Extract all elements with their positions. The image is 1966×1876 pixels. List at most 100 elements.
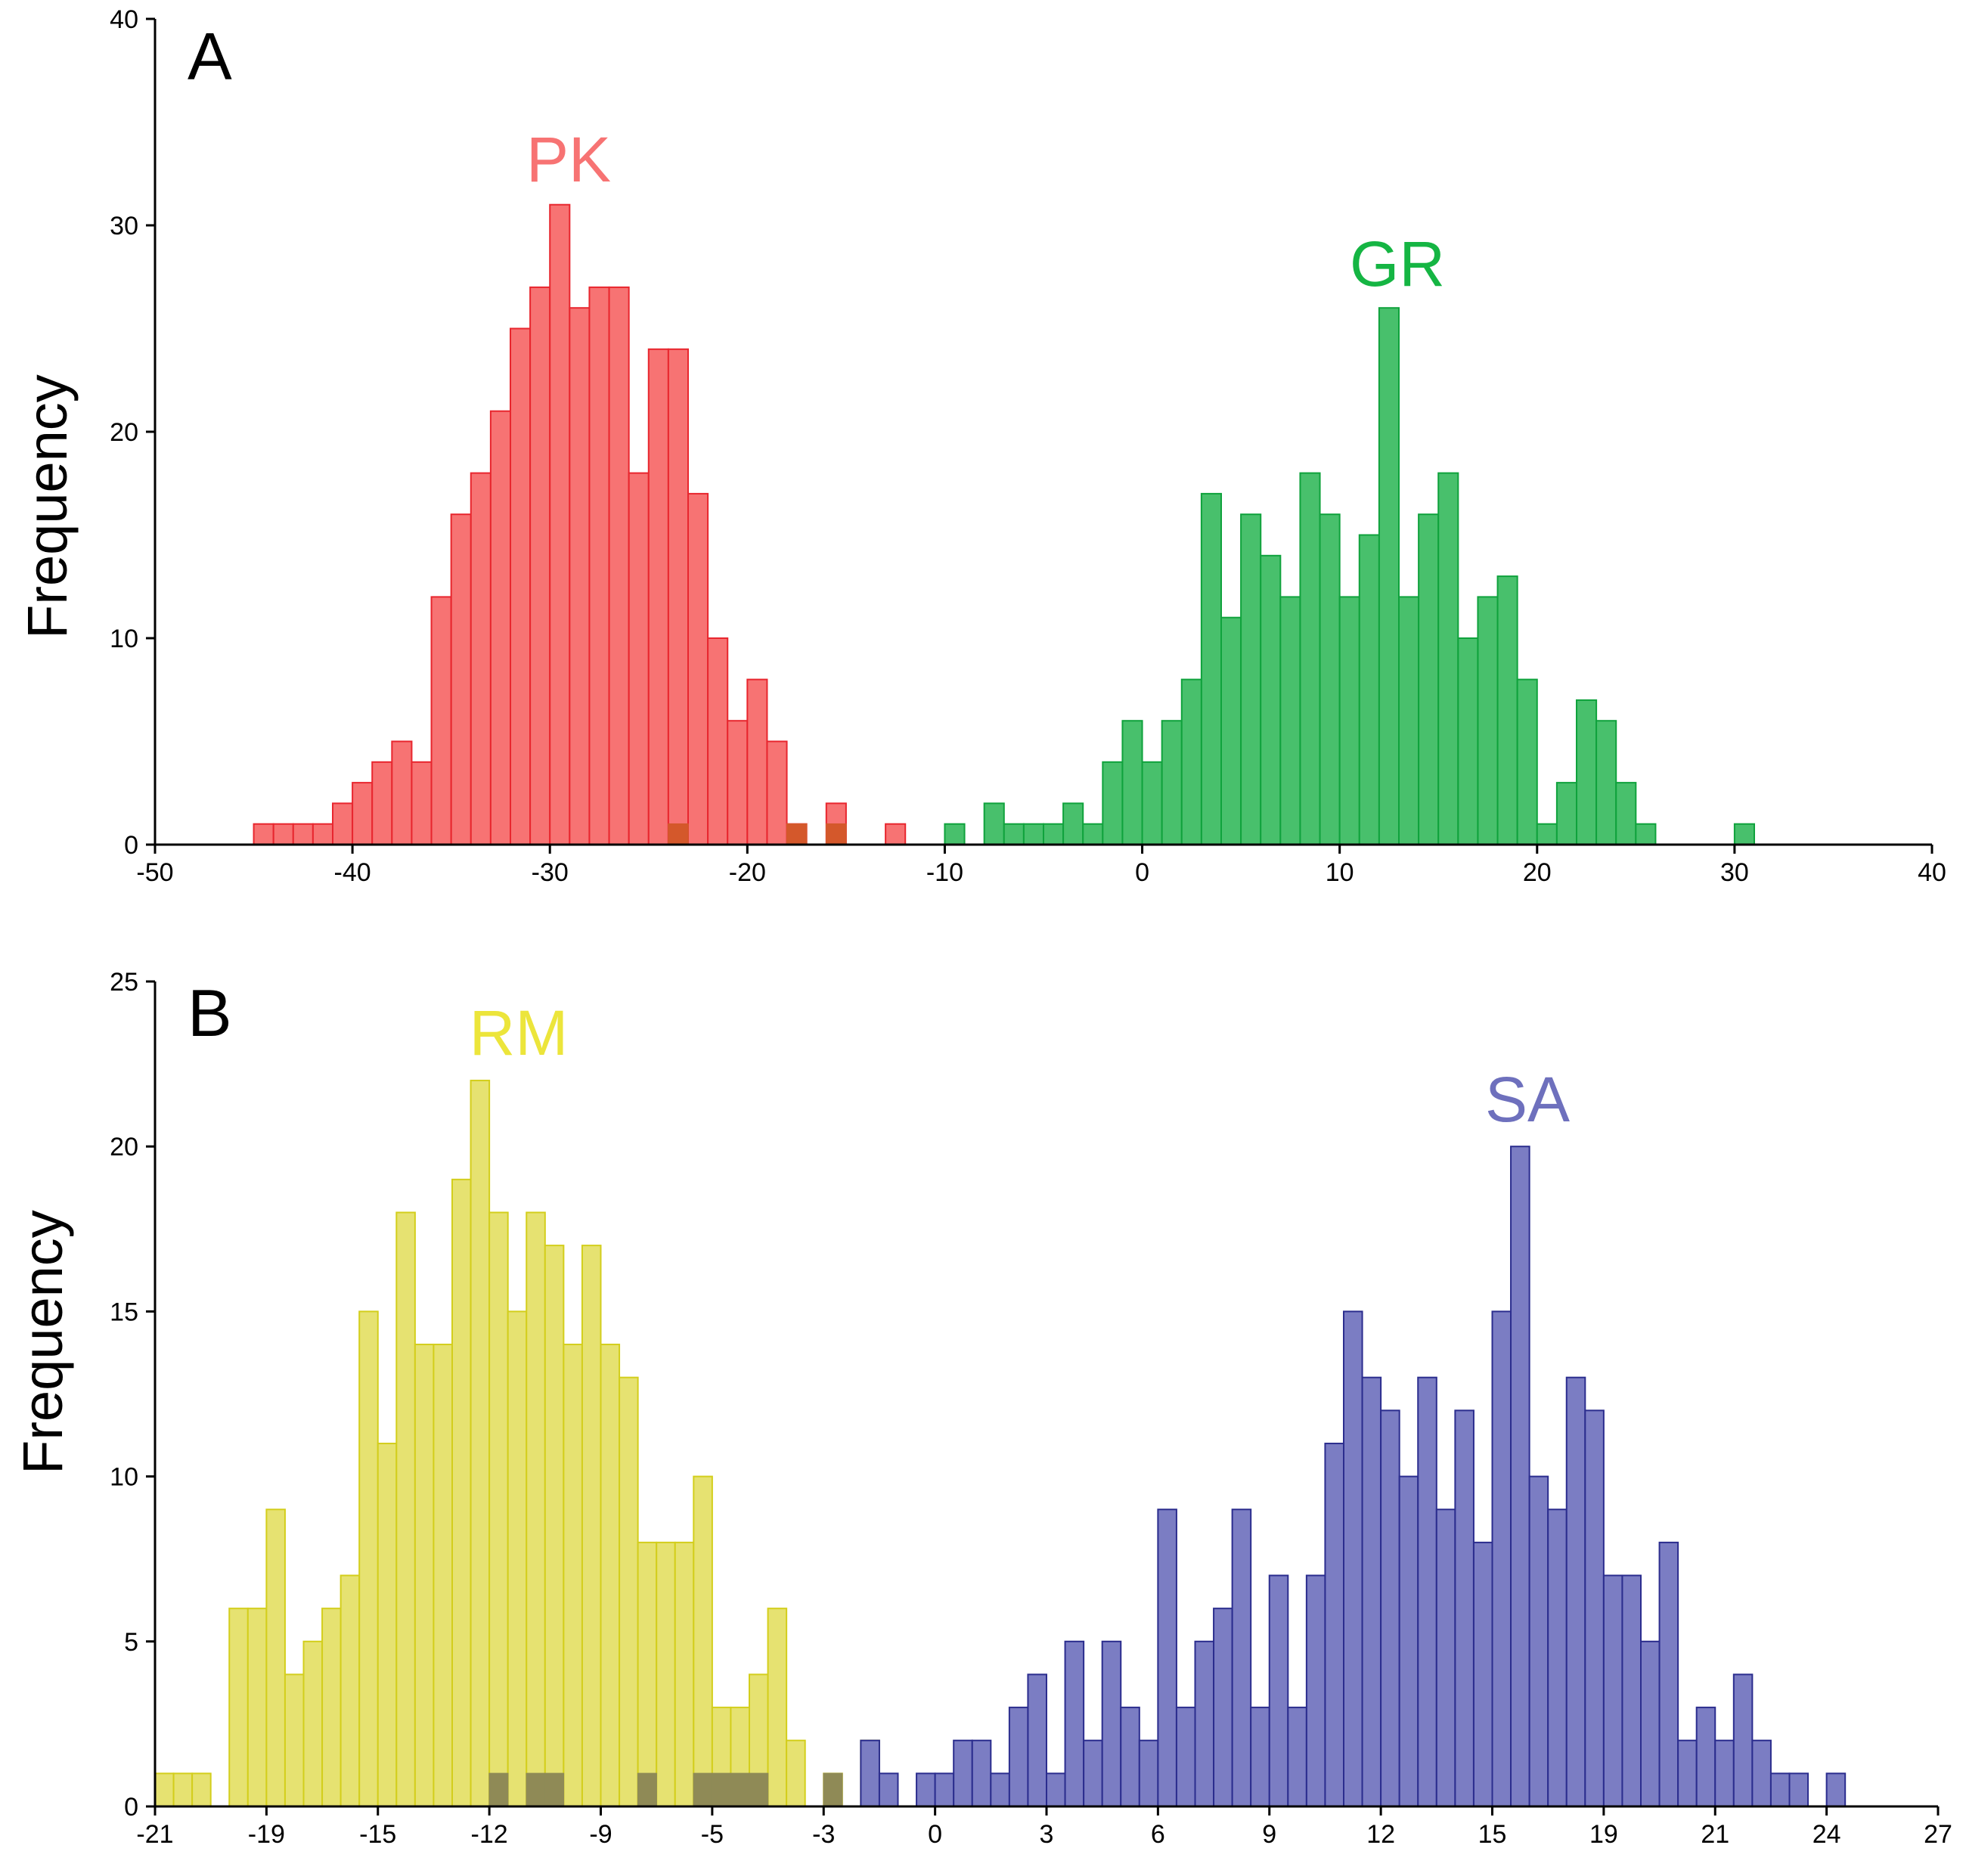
gr-bar — [1418, 513, 1440, 845]
rm-bar — [544, 1245, 565, 1807]
panel-b-letter: B — [188, 975, 232, 1050]
sa-bar — [1788, 1772, 1809, 1808]
pk-bar — [707, 637, 729, 845]
pk-bar — [628, 472, 650, 845]
gr-bar — [1299, 472, 1321, 845]
panel-a-bars — [253, 203, 1756, 846]
gr-bar — [983, 802, 1005, 846]
x-tick-label: 24 — [1813, 1820, 1841, 1849]
gr-bar — [1555, 782, 1578, 845]
sa-bar — [1101, 1640, 1122, 1808]
pk-bar — [647, 348, 669, 845]
x-tick-label: 3 — [1040, 1820, 1054, 1849]
overlap-bar — [786, 823, 808, 845]
rm-bar — [767, 1608, 788, 1807]
pk-bar — [352, 782, 374, 845]
sa-bar — [1510, 1146, 1530, 1807]
sa-bar — [1528, 1475, 1549, 1807]
panel-b-axes: -21 -19 -15 -12 -9 -5 -3 0 3 6 9 12 15 19 21 24 27 0 5 10 15… — [110, 968, 1952, 1849]
sa-bar — [1751, 1739, 1772, 1807]
rm-bar — [786, 1739, 806, 1807]
x-tick-label: -3 — [812, 1820, 835, 1849]
gr-bar — [1477, 596, 1499, 846]
x-tick-label: 40 — [1918, 858, 1946, 887]
sa-label: SA — [1485, 1064, 1570, 1135]
y-tick-label: 5 — [124, 1628, 138, 1657]
rm-bar — [433, 1344, 453, 1808]
y-tick-label: 25 — [110, 968, 138, 997]
sa-bar — [1658, 1541, 1679, 1807]
gr-bar — [1635, 823, 1657, 845]
overlap-bar — [712, 1772, 732, 1807]
x-tick-label: -40 — [334, 858, 371, 887]
rm-bar — [154, 1772, 175, 1808]
x-tick-label: 20 — [1523, 858, 1552, 887]
gr-bar — [1102, 761, 1124, 845]
rm-bar — [321, 1608, 342, 1807]
y-tick-label: 20 — [110, 418, 138, 447]
pk-bar — [450, 513, 472, 845]
x-tick-label: -20 — [729, 858, 766, 887]
y-tick-label: 0 — [124, 831, 138, 860]
rm-label: RM — [470, 997, 569, 1068]
pk-bar — [885, 823, 907, 845]
panel-a-axes: -50 -40 -30 -20 -10 0 10 20 30 40 0 10 20 30 40 — [110, 5, 1946, 887]
gr-bar — [1180, 678, 1202, 845]
gr-bar — [1615, 782, 1637, 845]
sa-bar — [1194, 1640, 1215, 1808]
sa-bar — [1695, 1707, 1716, 1808]
y-tick-label: 15 — [110, 1298, 138, 1326]
gr-label: GR — [1350, 228, 1445, 299]
y-tick-label: 10 — [110, 1463, 138, 1492]
gr-bar — [1516, 678, 1538, 845]
rm-bar — [674, 1541, 695, 1807]
gr-bar — [1220, 616, 1242, 845]
rm-bar — [507, 1310, 528, 1807]
x-tick-label: 15 — [1478, 1820, 1507, 1849]
gr-bar — [1378, 307, 1400, 845]
panel-a-letter: A — [188, 19, 232, 94]
sa-bar — [1175, 1707, 1196, 1808]
gr-bar — [1319, 513, 1341, 845]
y-tick-label: 10 — [110, 625, 138, 653]
sa-bar — [1491, 1310, 1512, 1807]
sa-bar — [1732, 1673, 1754, 1807]
x-tick-label: -19 — [248, 1820, 285, 1849]
sa-bar — [1250, 1707, 1270, 1808]
pk-bar — [687, 492, 709, 846]
overlap-bar — [544, 1772, 565, 1807]
rm-bar — [470, 1079, 491, 1808]
pk-bar — [667, 348, 690, 845]
gr-bar — [1141, 761, 1163, 845]
x-tick-label: -5 — [701, 1820, 724, 1849]
sa-bar — [953, 1739, 973, 1807]
gr-bar — [1733, 823, 1756, 845]
sa-bar — [1565, 1376, 1586, 1808]
sa-bar — [1324, 1442, 1344, 1807]
gr-bar — [1398, 596, 1420, 846]
overlap-bar — [637, 1772, 657, 1807]
x-tick-label: -10 — [926, 858, 963, 887]
gr-bar — [1457, 637, 1479, 845]
gr-bar — [1082, 823, 1104, 845]
sa-bar — [1287, 1707, 1307, 1808]
x-tick-label: 0 — [928, 1820, 942, 1849]
overlap-bar — [526, 1772, 546, 1807]
panel-a-overlap-bars — [668, 823, 847, 845]
gr-bar — [1022, 823, 1045, 845]
pk-bar — [411, 761, 433, 845]
gr-bar — [1595, 720, 1617, 846]
sa-bar — [1157, 1509, 1177, 1807]
gr-bar — [1003, 823, 1025, 845]
sa-bar — [1714, 1739, 1735, 1807]
pk-bar — [430, 596, 452, 846]
y-tick-label: 40 — [110, 5, 138, 34]
gr-bar — [1576, 699, 1598, 846]
rm-bar — [414, 1344, 435, 1808]
gr-bar — [1161, 720, 1183, 846]
sa-bar — [1305, 1574, 1326, 1808]
gr-bar — [1279, 596, 1301, 846]
gr-bar — [1260, 554, 1282, 845]
gr-bar — [1437, 472, 1459, 845]
